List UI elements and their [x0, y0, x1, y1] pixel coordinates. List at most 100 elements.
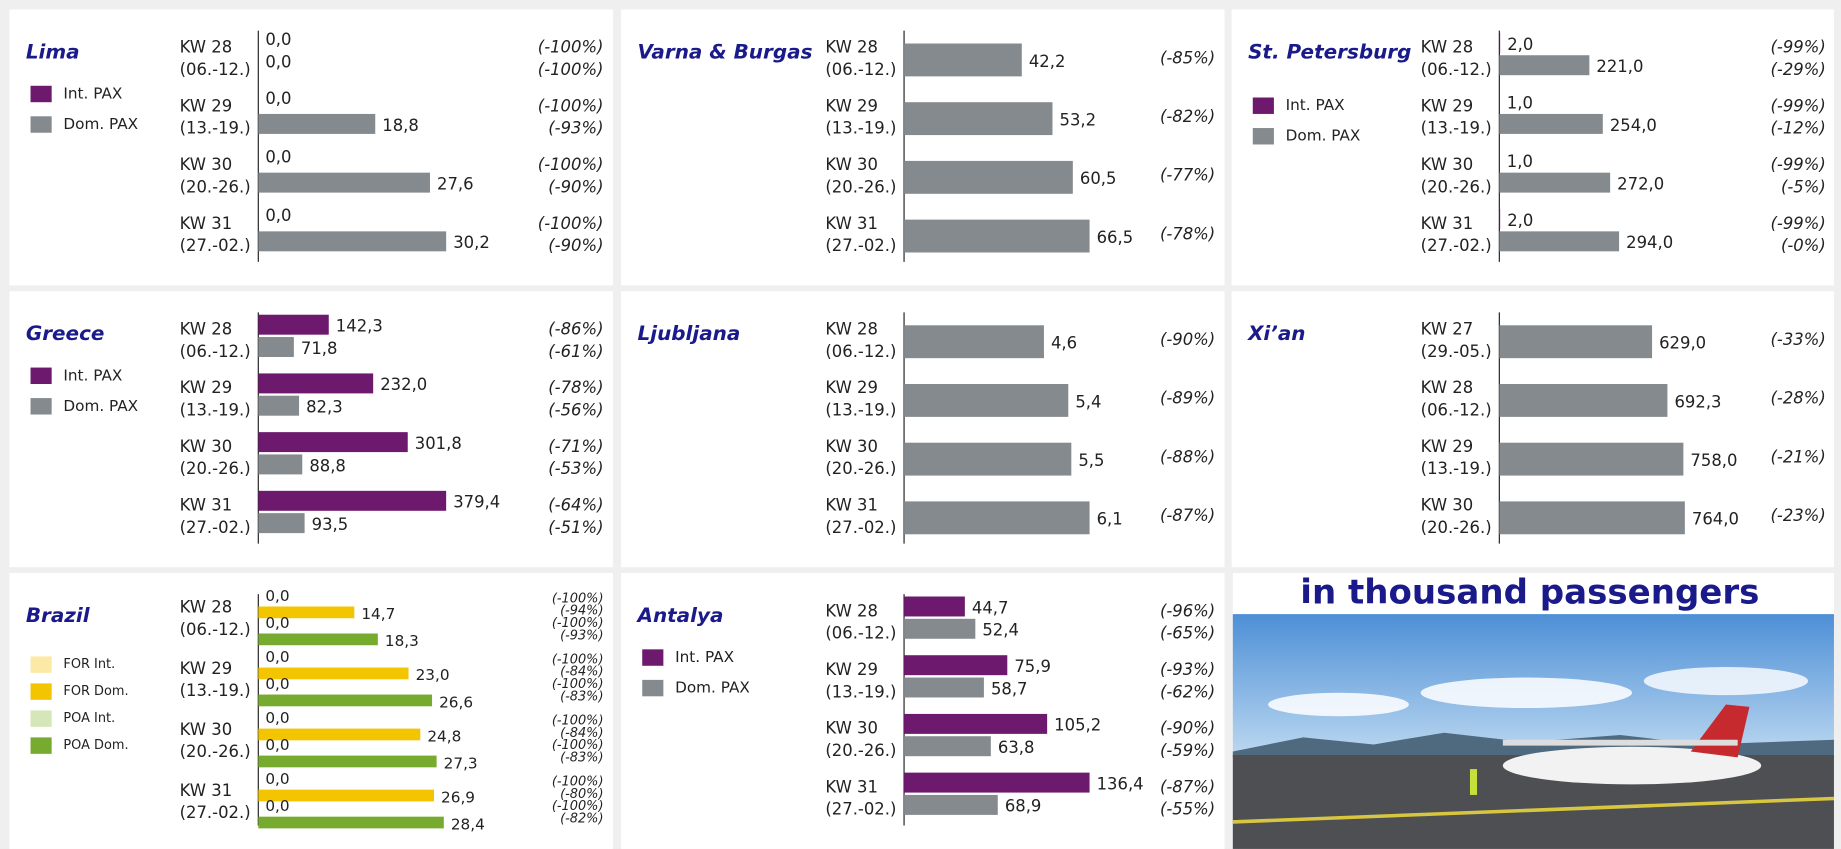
value-label: 68,9 [1005, 797, 1042, 816]
value-label: 1,0 [1507, 93, 1533, 112]
value-label: 52,4 [982, 621, 1019, 640]
value-label: 0,0 [265, 147, 291, 166]
category-label: KW 29 [1421, 96, 1474, 115]
bar [258, 756, 436, 768]
category-label: KW 31 [825, 214, 878, 233]
category-label: (06.-12.) [180, 342, 251, 361]
bar [904, 443, 1071, 476]
category-label: (20.-26.) [825, 459, 896, 478]
bar [258, 231, 446, 251]
change-label: (-99%) [1770, 214, 1825, 233]
value-label: 66,5 [1097, 228, 1134, 247]
bar [1499, 384, 1667, 417]
value-label: 4,6 [1051, 334, 1077, 353]
legend-label: FOR Int. [63, 657, 115, 672]
change-label: (-93%) [1160, 660, 1215, 679]
value-label: 0,0 [265, 30, 291, 49]
bar [1499, 501, 1685, 534]
panel-title: Ljubljana [638, 321, 741, 345]
value-label: 2,0 [1507, 35, 1533, 54]
value-label: 0,0 [265, 648, 289, 666]
category-label: (06.-12.) [180, 620, 251, 639]
legend-swatch [31, 737, 52, 753]
bar [904, 501, 1090, 534]
category-label: (13.-19.) [180, 681, 251, 700]
change-label: (-33%) [1770, 330, 1825, 349]
category-label: KW 28 [825, 319, 878, 338]
change-label: (-93%) [560, 628, 603, 643]
bar [904, 714, 1047, 734]
change-label: (-61%) [548, 342, 603, 361]
change-label: (-62%) [1160, 682, 1215, 701]
category-label: KW 29 [1421, 437, 1474, 456]
value-label: 60,5 [1080, 169, 1117, 188]
change-label: (-82%) [1160, 107, 1215, 126]
category-label: KW 30 [825, 437, 878, 456]
change-label: (-87%) [1160, 777, 1215, 796]
value-label: 42,2 [1029, 52, 1066, 71]
value-label: 136,4 [1097, 774, 1144, 793]
change-label: (-99%) [1770, 96, 1825, 115]
change-label: (-65%) [1160, 624, 1215, 643]
value-label: 53,2 [1060, 110, 1097, 129]
bar [258, 315, 328, 335]
category-label: (06.-12.) [825, 624, 896, 643]
category-label: KW 29 [180, 378, 233, 397]
legend-swatch [31, 683, 52, 699]
change-label: (-90%) [1160, 330, 1215, 349]
change-label: (-83%) [560, 689, 603, 704]
legend-label: Dom. PAX [63, 115, 138, 133]
value-label: 254,0 [1610, 116, 1657, 135]
bar [258, 432, 407, 452]
legend-swatch [31, 656, 52, 672]
bar [904, 220, 1090, 253]
change-label: (-100%) [538, 38, 604, 57]
panel-title: Lima [26, 39, 80, 63]
cloud [1268, 693, 1409, 716]
legend-label: POA Int. [63, 711, 115, 726]
category-label: (13.-19.) [825, 119, 896, 138]
value-label: 58,7 [991, 679, 1028, 698]
change-label: (-93%) [548, 119, 603, 138]
legend-swatch [31, 710, 52, 726]
bar [904, 795, 998, 815]
value-label: 221,0 [1596, 57, 1643, 76]
category-label: (20.-26.) [825, 177, 896, 196]
change-label: (-100%) [538, 60, 604, 79]
value-label: 23,0 [416, 666, 450, 684]
change-label: (-23%) [1770, 506, 1825, 525]
category-label: KW 29 [180, 659, 233, 678]
legend-swatch [31, 368, 52, 384]
change-label: (-71%) [548, 437, 603, 456]
change-label: (-78%) [1160, 224, 1215, 243]
value-label: 758,0 [1690, 451, 1737, 470]
legend-swatch [31, 398, 52, 414]
value-label: 294,0 [1626, 233, 1673, 252]
value-label: 24,8 [427, 727, 461, 745]
panel-title: St. Petersburg [1248, 39, 1411, 63]
category-label: KW 31 [1421, 214, 1474, 233]
legend-label: Dom. PAX [675, 679, 750, 697]
category-label: (27.-02.) [180, 518, 251, 537]
value-label: 232,0 [380, 375, 427, 394]
bar [904, 619, 975, 639]
category-label: KW 30 [1421, 496, 1474, 515]
bar [1499, 114, 1602, 134]
panel-title: Brazil [26, 603, 91, 627]
category-label: (27.-02.) [180, 803, 251, 822]
category-label: KW 28 [825, 601, 878, 620]
value-label: 692,3 [1674, 392, 1721, 411]
legend-label: Int. PAX [63, 84, 122, 102]
value-label: 75,9 [1014, 657, 1051, 676]
bar [904, 161, 1073, 194]
panel-title: Xi’an [1246, 321, 1305, 345]
legend-label: Dom. PAX [63, 397, 138, 415]
value-label: 26,9 [441, 788, 475, 806]
change-label: (-51%) [548, 518, 603, 537]
panel-title: Greece [26, 321, 105, 345]
value-label: 379,4 [453, 493, 500, 512]
category-label: (06.-12.) [1421, 400, 1492, 419]
change-label: (-53%) [548, 459, 603, 478]
category-label: (20.-26.) [1421, 177, 1492, 196]
category-label: KW 27 [1421, 319, 1474, 338]
